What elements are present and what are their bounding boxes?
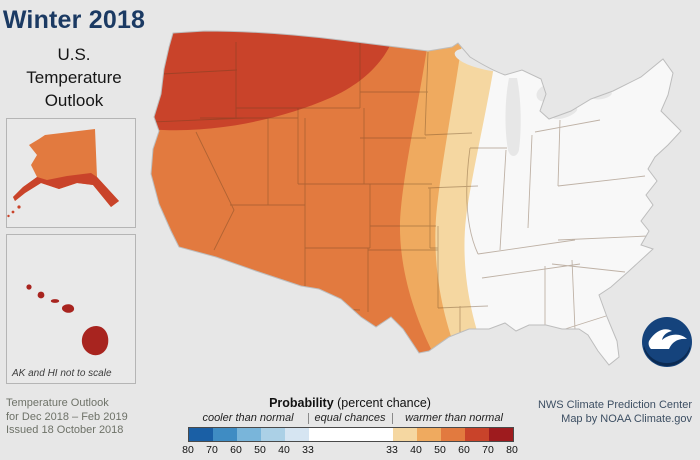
legend-tick: 33 — [302, 444, 314, 456]
legend-segment — [417, 428, 441, 441]
legend-tick: 33 — [386, 444, 398, 456]
page-subtitle: U.S. Temperature Outlook — [0, 43, 148, 112]
issuance-caption: Temperature Outlook for Dec 2018 – Feb 2… — [6, 397, 128, 438]
legend-tick: 60 — [458, 444, 470, 456]
legend: Probability (percent chance) cooler than… — [178, 396, 522, 457]
inset-scale-note: AK and HI not to scale — [12, 368, 112, 379]
aleutian-island — [11, 210, 15, 214]
legend-separator — [308, 413, 309, 424]
aleutian-island — [7, 214, 10, 218]
legend-label-warmer: warmer than normal — [405, 412, 503, 424]
subtitle-line: U.S. — [57, 45, 91, 64]
subtitle-line: Outlook — [44, 91, 104, 110]
legend-segment — [213, 428, 237, 441]
legend-bar — [188, 427, 514, 442]
legend-segment — [393, 428, 417, 441]
legend-tick: 50 — [434, 444, 446, 456]
lake-michigan — [505, 78, 521, 156]
legend-segment — [261, 428, 285, 441]
legend-separator — [392, 413, 393, 424]
region-60-70-warmer — [151, 31, 394, 131]
hawaii-island-oahu — [37, 291, 45, 299]
hawaii-inset: AK and HI not to scale — [6, 234, 136, 384]
caption-line: Issued 18 October 2018 — [6, 424, 124, 436]
legend-tick: 50 — [254, 444, 266, 456]
legend-tick: 80 — [506, 444, 518, 456]
caption-line: Temperature Outlook — [6, 397, 109, 409]
hawaii-island-maui — [61, 304, 75, 313]
legend-label-equal: equal chances — [314, 412, 386, 424]
legend-labels: cooler than normal equal chances warmer … — [178, 412, 522, 427]
legend-segment — [237, 428, 261, 441]
legend-title-bold: Probability — [269, 396, 334, 410]
page-title: Winter 2018 — [2, 6, 146, 34]
subtitle-line: Temperature — [26, 68, 122, 87]
legend-tick: 70 — [206, 444, 218, 456]
legend-tick: 80 — [182, 444, 194, 456]
credits-line: NWS Climate Prediction Center — [537, 399, 692, 411]
legend-ticks: 80 70 60 50 40 33 33 40 50 60 70 80 — [178, 444, 522, 457]
hawaii-island-molokai — [50, 299, 60, 303]
legend-segment — [189, 428, 213, 441]
caption-line: for Dec 2018 – Feb 2019 — [6, 410, 128, 423]
legend-segment — [465, 428, 489, 441]
legend-title-rest: (percent chance) — [333, 396, 431, 410]
credits-line: Map by NOAA Climate.gov — [561, 413, 692, 425]
legend-segment — [309, 428, 393, 441]
hawaii-island-big-island — [81, 325, 109, 356]
legend-segment — [285, 428, 309, 441]
alaska-inset — [6, 118, 136, 228]
legend-tick: 40 — [278, 444, 290, 456]
noaa-logo-lower-arc — [644, 346, 690, 367]
legend-label-cooler: cooler than normal — [202, 412, 294, 424]
legend-tick: 60 — [230, 444, 242, 456]
alaska-shape — [13, 129, 119, 207]
legend-segment — [441, 428, 465, 441]
header: Winter 2018 U.S. Temperature Outlook — [0, 6, 148, 112]
noaa-gull-icon — [648, 329, 687, 349]
noaa-logo — [642, 317, 692, 367]
alaska-south-coast — [13, 173, 119, 207]
legend-title: Probability (percent chance) — [178, 396, 522, 410]
hawaii-island-kauai — [26, 284, 32, 290]
conus-outline — [150, 30, 682, 366]
legend-tick: 40 — [410, 444, 422, 456]
credits: NWS Climate Prediction Center Map by NOA… — [538, 398, 692, 426]
state-borders — [152, 38, 649, 334]
legend-segment — [489, 428, 513, 441]
hawaii-map — [26, 284, 109, 356]
legend-tick: 70 — [482, 444, 494, 456]
aleutian-island — [17, 205, 21, 209]
alaska-map — [7, 129, 119, 218]
